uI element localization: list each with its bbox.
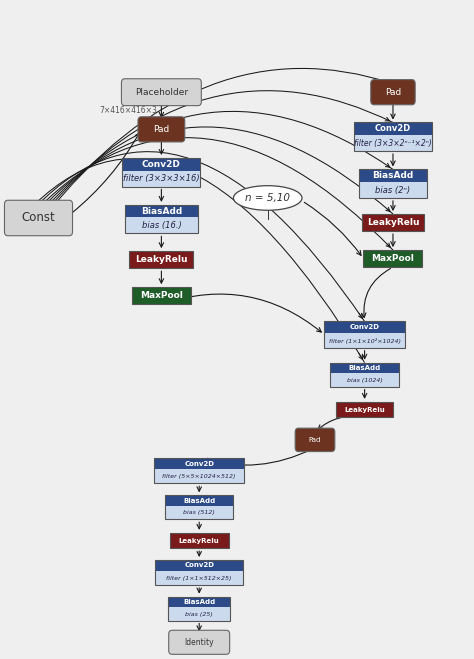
- Text: Pad: Pad: [385, 88, 401, 97]
- FancyBboxPatch shape: [359, 182, 427, 198]
- FancyBboxPatch shape: [324, 322, 405, 333]
- Text: bias (512): bias (512): [183, 510, 215, 515]
- FancyBboxPatch shape: [354, 135, 432, 151]
- FancyBboxPatch shape: [155, 560, 243, 571]
- FancyBboxPatch shape: [168, 596, 230, 607]
- Text: bias (25): bias (25): [185, 612, 213, 617]
- FancyBboxPatch shape: [359, 169, 427, 182]
- Text: bias (2ⁿ): bias (2ⁿ): [375, 186, 410, 195]
- FancyBboxPatch shape: [169, 630, 230, 654]
- FancyBboxPatch shape: [155, 458, 244, 469]
- Text: filter (5×5×1024×512): filter (5×5×1024×512): [163, 474, 236, 479]
- FancyBboxPatch shape: [324, 333, 405, 348]
- Text: BiasAdd: BiasAdd: [141, 207, 182, 215]
- FancyBboxPatch shape: [295, 428, 335, 451]
- Text: LeakyRelu: LeakyRelu: [135, 255, 188, 264]
- Text: 7×416×416×3: 7×416×416×3: [100, 106, 157, 115]
- Text: bias (16.): bias (16.): [142, 221, 181, 230]
- FancyBboxPatch shape: [125, 217, 198, 233]
- Text: filter (1×1×512×25): filter (1×1×512×25): [166, 576, 232, 581]
- FancyBboxPatch shape: [155, 469, 244, 483]
- Ellipse shape: [234, 186, 302, 210]
- FancyBboxPatch shape: [165, 506, 234, 519]
- FancyBboxPatch shape: [125, 205, 198, 217]
- Text: BiasAdd: BiasAdd: [183, 599, 215, 605]
- Text: LeakyRelu: LeakyRelu: [179, 538, 219, 544]
- FancyBboxPatch shape: [371, 80, 415, 105]
- FancyBboxPatch shape: [168, 607, 230, 621]
- FancyBboxPatch shape: [122, 171, 201, 186]
- Text: Conv2D: Conv2D: [184, 563, 214, 569]
- Text: filter (1×1×10²×1024): filter (1×1×10²×1024): [328, 337, 401, 344]
- Text: filter (3×3×2ⁿ⁻¹×2ⁿ): filter (3×3×2ⁿ⁻¹×2ⁿ): [354, 139, 432, 148]
- Text: BiasAdd: BiasAdd: [183, 498, 215, 503]
- Text: Conv2D: Conv2D: [184, 461, 214, 467]
- Text: n = 5,10: n = 5,10: [245, 193, 290, 203]
- FancyBboxPatch shape: [138, 117, 185, 142]
- Text: Pad: Pad: [153, 125, 170, 134]
- FancyBboxPatch shape: [155, 571, 243, 585]
- Text: BiasAdd: BiasAdd: [373, 171, 414, 180]
- FancyBboxPatch shape: [121, 78, 201, 105]
- FancyBboxPatch shape: [170, 532, 229, 548]
- Text: BiasAdd: BiasAdd: [348, 365, 381, 371]
- FancyBboxPatch shape: [4, 200, 73, 236]
- FancyBboxPatch shape: [364, 250, 422, 267]
- FancyBboxPatch shape: [132, 287, 191, 304]
- Text: LeakyRelu: LeakyRelu: [367, 218, 419, 227]
- Text: Identity: Identity: [184, 638, 214, 646]
- Text: Placeholder: Placeholder: [135, 88, 188, 97]
- Text: filter (3×3×3×16): filter (3×3×3×16): [123, 175, 200, 183]
- Text: Conv2D: Conv2D: [350, 324, 380, 330]
- Text: Conv2D: Conv2D: [142, 159, 181, 169]
- FancyBboxPatch shape: [354, 123, 432, 135]
- Text: Const: Const: [22, 212, 55, 225]
- FancyBboxPatch shape: [129, 251, 193, 268]
- FancyBboxPatch shape: [362, 214, 424, 231]
- Text: bias (1024): bias (1024): [346, 378, 383, 383]
- FancyBboxPatch shape: [122, 158, 201, 171]
- FancyBboxPatch shape: [165, 496, 234, 506]
- Text: LeakyRelu: LeakyRelu: [344, 407, 385, 413]
- FancyBboxPatch shape: [330, 362, 399, 373]
- FancyBboxPatch shape: [336, 402, 393, 417]
- Text: MaxPool: MaxPool: [140, 291, 183, 301]
- Text: Pad: Pad: [309, 437, 321, 443]
- Text: MaxPool: MaxPool: [372, 254, 414, 263]
- Text: Conv2D: Conv2D: [375, 125, 411, 133]
- FancyBboxPatch shape: [330, 373, 399, 387]
